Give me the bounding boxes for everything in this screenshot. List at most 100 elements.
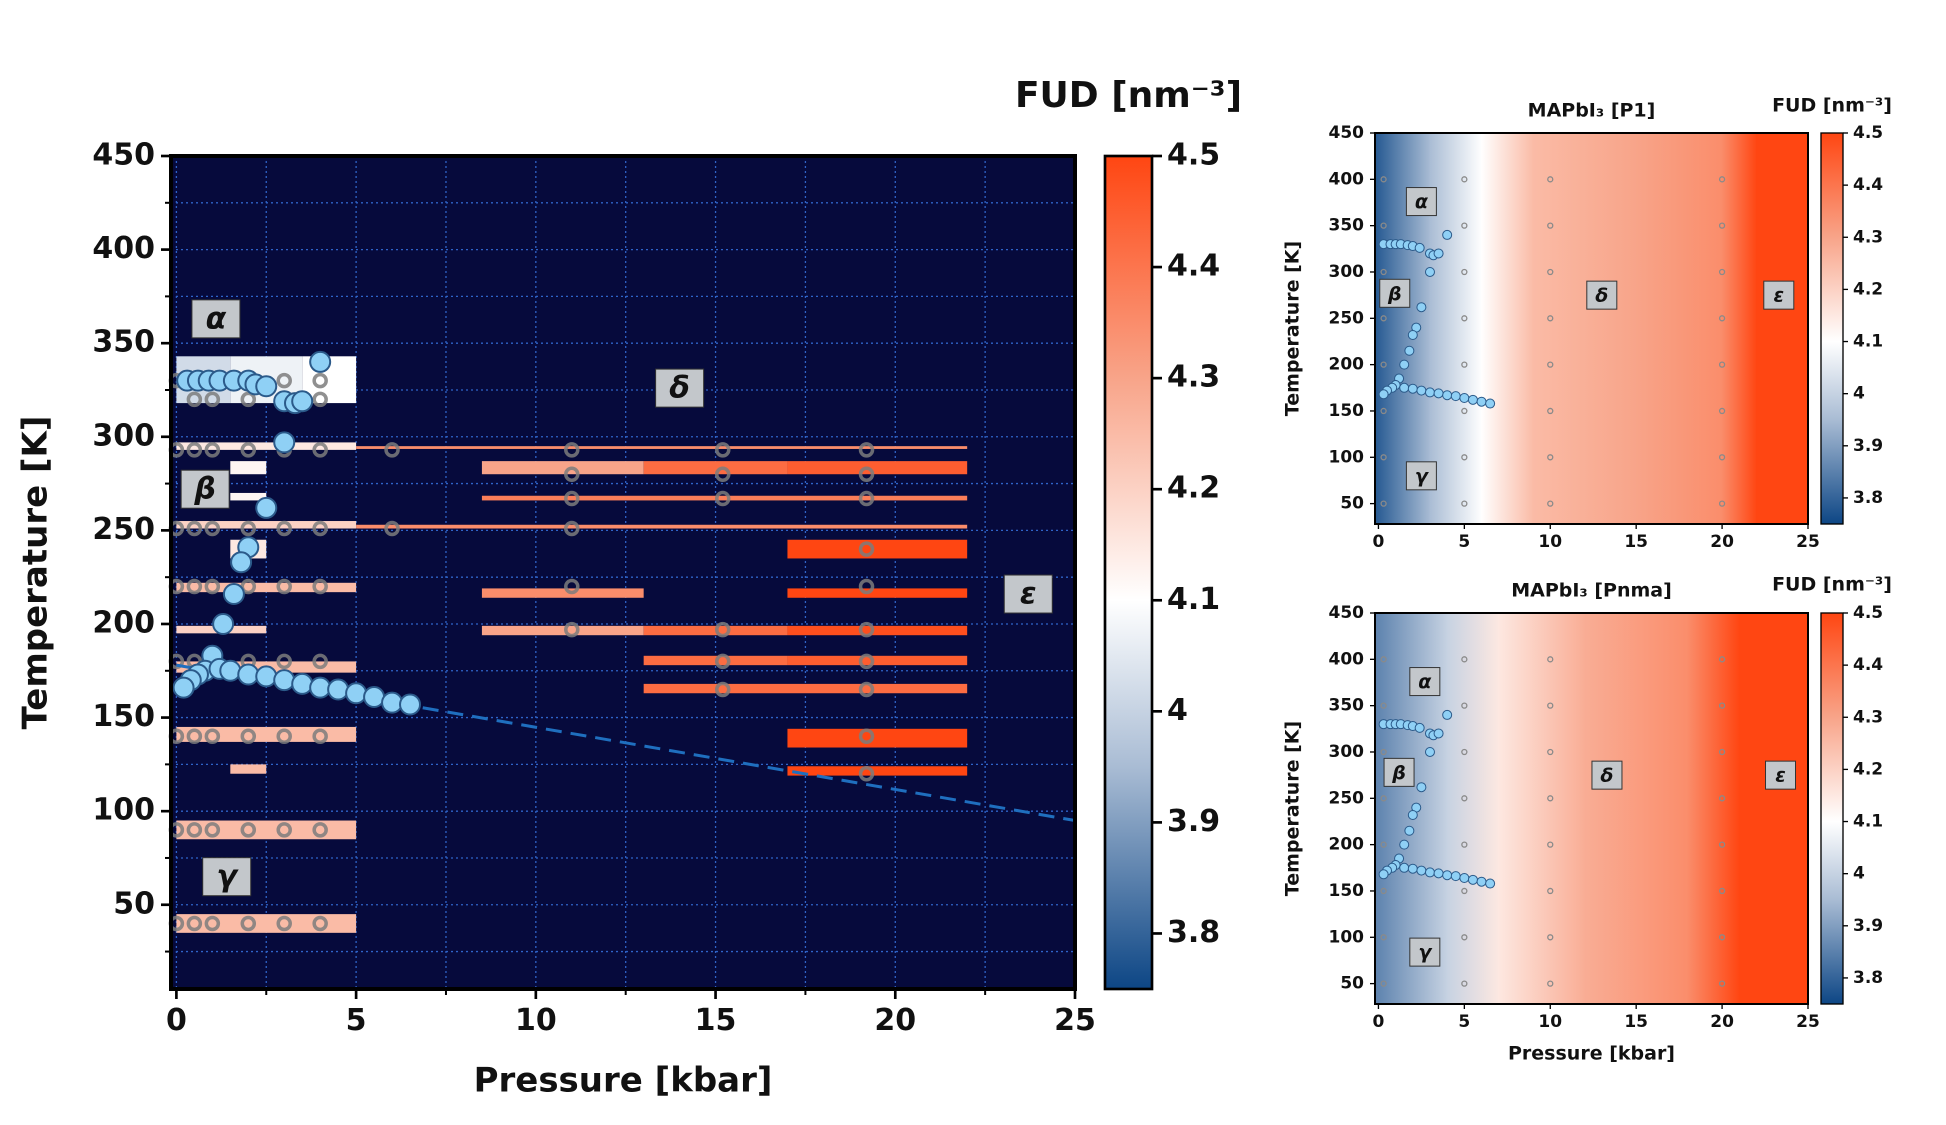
- measured-point: [1547, 407, 1554, 415]
- measured-point: [1380, 268, 1387, 276]
- colorbar: [1820, 612, 1844, 1005]
- measured-point: [1718, 315, 1726, 322]
- fud-bar: [787, 461, 968, 475]
- measured-point: [1547, 500, 1554, 507]
- transition-point: [381, 691, 404, 714]
- colorbar-tick-label: 4.1: [1853, 332, 1883, 352]
- measured-point: [240, 391, 257, 408]
- fud-bar: [481, 625, 644, 636]
- y-tick-label: 300: [1329, 742, 1365, 762]
- x-tick-label: 10: [1538, 1012, 1562, 1032]
- measured-point: [858, 466, 875, 482]
- transition-point: [1442, 390, 1453, 401]
- measured-point: [204, 728, 221, 745]
- measured-point: [204, 578, 221, 595]
- measured-point: [276, 520, 292, 537]
- panel: α β γ δ ε 0 5 10 15 20 25 50 100 150 200 250 300 350 400 45…: [1282, 95, 1892, 552]
- measured-point: [276, 915, 292, 932]
- colorbar-tick-label: 4.4: [1853, 175, 1883, 195]
- x-axis-label: Pressure [kbar]: [1508, 1043, 1675, 1065]
- measured-point: [240, 520, 257, 537]
- measured-point: [1547, 887, 1554, 895]
- measured-point: [714, 681, 731, 698]
- fud-bar: [356, 524, 968, 529]
- measured-point: [1718, 176, 1726, 183]
- x-tick-label: 25: [1796, 1012, 1820, 1032]
- phase-label-box: [1409, 667, 1441, 697]
- x-tick-label: 20: [1710, 1012, 1734, 1032]
- y-tick-label: 100: [92, 793, 155, 828]
- measured-point: [1547, 361, 1554, 368]
- measured-point: [1461, 500, 1468, 507]
- transition-point: [255, 496, 278, 519]
- measured-point: [1547, 268, 1554, 276]
- transition-point: [345, 682, 368, 705]
- transition-point: [1450, 871, 1461, 882]
- measured-point: [1380, 748, 1387, 756]
- measured-point: [1461, 361, 1468, 368]
- measured-point: [1718, 656, 1726, 663]
- colorbar-tick-label: 3.9: [1167, 804, 1220, 839]
- y-tick-label: 100: [1329, 447, 1365, 467]
- colorbar-tick-label: 3.8: [1853, 488, 1883, 508]
- colorbar-tick-label: 4: [1853, 864, 1865, 884]
- x-tick-label: 5: [1458, 1012, 1470, 1032]
- transition-point: [1378, 869, 1389, 880]
- phase-label: β: [1387, 283, 1402, 305]
- fud-bar: [787, 588, 968, 598]
- colorbar-tick-label: 4.2: [1853, 279, 1883, 299]
- phase-label: γ: [1418, 942, 1433, 964]
- fud-bar: [787, 625, 968, 636]
- measured-point: [1380, 841, 1387, 848]
- measured-point: [276, 653, 292, 670]
- transition-point: [1414, 722, 1425, 733]
- measured-point: [204, 915, 221, 932]
- measured-point: [204, 822, 221, 838]
- measured-point: [1461, 268, 1468, 276]
- transition-point: [255, 665, 278, 688]
- measured-point: [1380, 407, 1387, 415]
- fud-bar: [787, 728, 968, 748]
- phase-label: γ: [1415, 465, 1430, 487]
- colorbar-tick-label: 4.5: [1853, 603, 1883, 623]
- measured-point: [1547, 748, 1554, 756]
- measured-point: [312, 578, 328, 595]
- measured-point: [1461, 934, 1468, 941]
- measured-point: [858, 653, 875, 670]
- measured-point: [564, 520, 580, 537]
- measured-point: [312, 728, 328, 745]
- measured-point: [312, 520, 328, 537]
- measured-point: [1718, 980, 1726, 987]
- fud-bar: [787, 655, 968, 666]
- transition-point: [1442, 229, 1453, 240]
- transition-point: [1416, 782, 1427, 793]
- transition-point: [219, 659, 242, 682]
- measured-point: [240, 822, 257, 838]
- measured-point: [1380, 980, 1387, 987]
- field-strip: [1532, 133, 1637, 524]
- transition-point: [1416, 302, 1427, 313]
- transition-point: [172, 676, 195, 699]
- transition-point: [1433, 868, 1444, 879]
- measured-point: [1461, 748, 1468, 756]
- y-tick-label: 350: [92, 325, 155, 360]
- x-tick-label: 15: [1624, 1012, 1648, 1032]
- measured-point: [1380, 656, 1387, 663]
- phase-label: ε: [1775, 765, 1786, 787]
- y-tick-label: 50: [1340, 974, 1364, 994]
- measured-point: [1380, 500, 1387, 507]
- transition-point: [291, 672, 314, 695]
- y-tick-label: 150: [1329, 401, 1365, 421]
- measured-point: [1718, 268, 1726, 276]
- fud-bar: [176, 442, 357, 450]
- measured-point: [858, 765, 875, 782]
- measured-point: [858, 681, 875, 698]
- measured-point: [1718, 361, 1726, 368]
- fud-bar: [176, 820, 357, 840]
- measured-point: [204, 391, 221, 408]
- chart-title: MAPbI₃ [P1]: [1528, 100, 1656, 122]
- transition-point: [1442, 709, 1453, 720]
- measured-point: [1718, 702, 1726, 709]
- measured-point: [1380, 361, 1387, 368]
- y-tick-label: 250: [1329, 788, 1365, 808]
